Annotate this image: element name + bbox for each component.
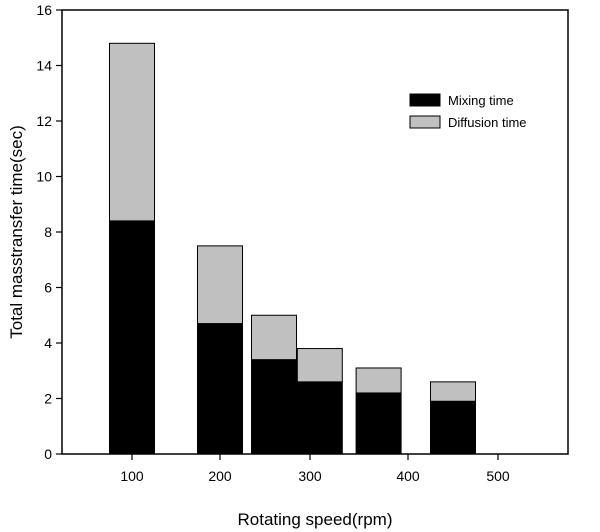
legend-label-mixing-time: Mixing time bbox=[448, 93, 514, 108]
legend-label-diffusion-time: Diffusion time bbox=[448, 115, 527, 130]
bar-diffusion-time bbox=[296, 348, 343, 383]
legend: Mixing time Diffusion time bbox=[409, 93, 527, 130]
bar-diffusion-time bbox=[197, 245, 243, 325]
bar-mixing-time bbox=[355, 392, 402, 455]
bar-mixing-time bbox=[197, 323, 243, 455]
y-tick-label: 14 bbox=[36, 58, 52, 74]
x-tick-label: 300 bbox=[298, 468, 322, 484]
legend-swatch-mixing-time bbox=[409, 93, 441, 107]
x-tick-label: 400 bbox=[396, 468, 420, 484]
y-tick-label: 2 bbox=[44, 391, 52, 407]
bar-diffusion-time bbox=[430, 381, 476, 402]
x-axis: 100 200 300 400 500 bbox=[120, 454, 510, 484]
bar-diffusion-time bbox=[355, 367, 402, 394]
y-tick-label: 6 bbox=[44, 280, 52, 296]
bar-mixing-time bbox=[296, 381, 343, 455]
y-tick-label: 8 bbox=[44, 224, 52, 240]
x-axis-title: Rotating speed(rpm) bbox=[238, 510, 393, 529]
y-tick-label: 16 bbox=[36, 2, 52, 18]
bar-diffusion-time bbox=[109, 42, 155, 222]
bars-group bbox=[109, 42, 476, 455]
x-tick-label: 100 bbox=[120, 468, 144, 484]
y-tick-label: 10 bbox=[36, 169, 52, 185]
bar-mixing-time bbox=[430, 400, 476, 455]
y-tick-label: 0 bbox=[44, 446, 52, 462]
bar-diffusion-time bbox=[251, 314, 297, 361]
y-tick-label: 12 bbox=[36, 113, 52, 129]
x-tick-label: 200 bbox=[208, 468, 232, 484]
y-tick-label: 4 bbox=[44, 335, 52, 351]
y-axis-title: Total masstransfer time(sec) bbox=[7, 125, 26, 339]
y-axis: 0 2 4 6 8 10 12 14 16 bbox=[36, 2, 62, 462]
legend-swatch-diffusion-time bbox=[409, 115, 441, 129]
x-tick-label: 500 bbox=[486, 468, 510, 484]
bar-mixing-time bbox=[251, 359, 297, 455]
bar-mixing-time bbox=[109, 220, 155, 455]
